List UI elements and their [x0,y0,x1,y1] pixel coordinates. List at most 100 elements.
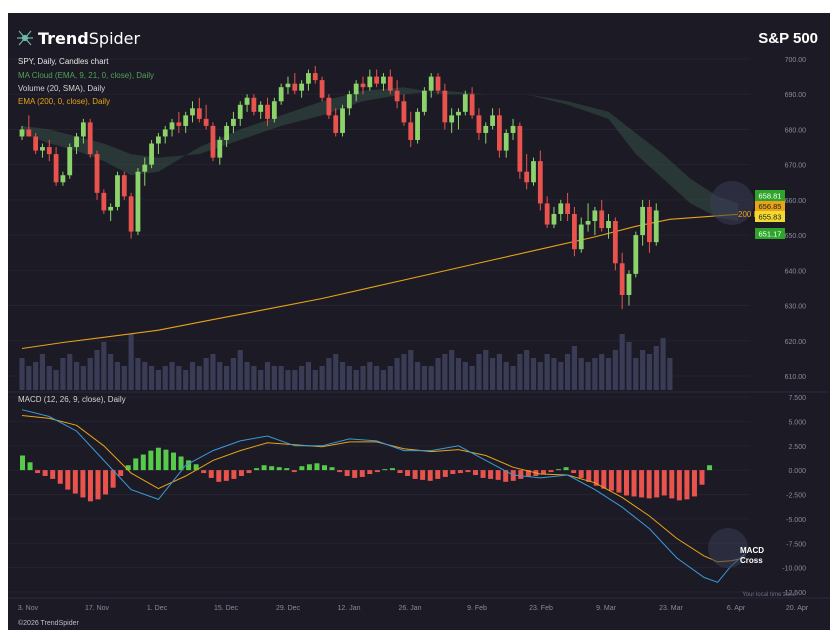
candle-body [585,221,591,225]
volume-bar [565,354,571,390]
volume-bar [189,362,196,390]
candle-body [462,94,468,112]
candle-body [572,213,577,250]
volume-bar [39,354,46,390]
macd-histogram-bar [57,470,63,484]
volume-bar [60,358,66,390]
candle-body [442,90,448,123]
candle-body [278,87,284,102]
price-tags: 658.81 656.85 655.83 651.17 [755,190,785,239]
candle-body [149,143,154,165]
candle-body [374,76,380,84]
macd-histogram-bar [367,470,373,475]
candle-body [19,129,25,137]
x-tick-label: 29. Dec [276,605,301,612]
candlesticks [19,66,659,310]
candle-body [531,161,536,183]
macd-histogram-bar [80,470,86,498]
price-highlight-circle [710,181,754,225]
macd-histogram-bar [420,470,426,480]
price-tick-label: 670.00 [785,163,807,170]
volume-bar [285,370,291,390]
macd-histogram-bar [684,470,690,500]
macd-histogram-bar [661,470,667,496]
candle-body [115,175,120,207]
candle-body [258,104,264,112]
volume-bar [155,370,161,390]
candle-body [217,140,223,158]
macd-highlight-circle [708,528,748,568]
volume-bar [544,354,550,390]
candle-body [46,147,52,155]
macd-histogram-bar [503,470,509,482]
volume-bar [626,342,632,390]
price-tag-bg-3 [755,211,785,222]
macd-histogram-bar [231,470,237,479]
legend-symbol[interactable]: SPY, Daily, Candles chart [18,57,109,66]
macd-histogram-bar [525,470,531,477]
candle-body [53,154,59,183]
candle-body [653,210,659,243]
price-tag-bg-4 [755,228,785,239]
candle-body [633,235,639,274]
macd-histogram-bar [616,470,622,493]
x-tick-label: 17. Nov [85,605,110,612]
volume-bar [571,346,578,390]
volume-bar [312,370,318,390]
candle-body [626,273,632,295]
candle-body [524,171,530,183]
macd-histogram-bar [110,470,116,488]
macd-histogram-bar [155,447,161,471]
volume-bar [114,362,121,390]
macd-histogram-bar [669,470,675,499]
candle-body [476,115,482,133]
macd-histogram-bar [246,470,252,474]
volume-bar [67,354,73,390]
macd-histogram-bar [412,470,418,479]
price-tick-label: 640.00 [785,268,807,275]
candle-body [640,206,646,236]
volume-bar [476,354,482,390]
candle-body [67,147,73,176]
x-tick-label: 9. Mar [596,605,617,612]
legend-ma-cloud[interactable]: MA Cloud (EMA, 9, 21, 0, close), Daily [18,71,154,80]
legend-volume[interactable]: Volume (20, SMA), Daily [18,84,105,93]
volume-bar [462,362,468,390]
volume-bar [183,370,189,390]
candle-body [319,80,325,98]
x-tick-label: 26. Jan [399,605,422,612]
candle-body [592,210,598,222]
candle-body [94,154,100,193]
macd-histogram-bar [699,470,705,485]
candle-body [306,73,311,84]
macd-histogram-bar [27,462,33,471]
candle-body [135,171,141,232]
macd-tick-label: -2.500 [786,493,806,500]
macd-histogram-bar [193,464,199,471]
volume-bar [53,370,59,390]
candle-body [421,90,427,112]
candle-body [517,125,523,172]
candle-body [415,111,420,141]
macd-histogram-bar [118,470,124,476]
macd-histogram-bar [306,464,312,471]
macd-histogram-bar [691,470,697,497]
brand-name-bold: Spider [89,29,141,48]
legend-ema[interactable]: EMA (200, 0, close), Daily [18,97,110,106]
volume-bar [551,358,557,390]
candle-body [408,122,414,141]
volume-bar [633,358,639,390]
candle-body [469,94,475,116]
legend-macd[interactable]: MACD (12, 26, 9, close), Daily [18,395,126,404]
candle-body [612,221,618,264]
macd-histogram-bar [171,452,176,471]
macd-histogram-bar [133,458,139,471]
macd-histogram-bar [389,468,395,471]
price-tick-label: 680.00 [785,127,807,134]
candle-body [619,263,625,295]
ema-200-line [21,213,739,350]
candle-body [299,83,305,91]
trendspider-logo: TrendSpider [17,29,141,48]
volume-bar [387,366,393,390]
candle-body [394,90,400,102]
